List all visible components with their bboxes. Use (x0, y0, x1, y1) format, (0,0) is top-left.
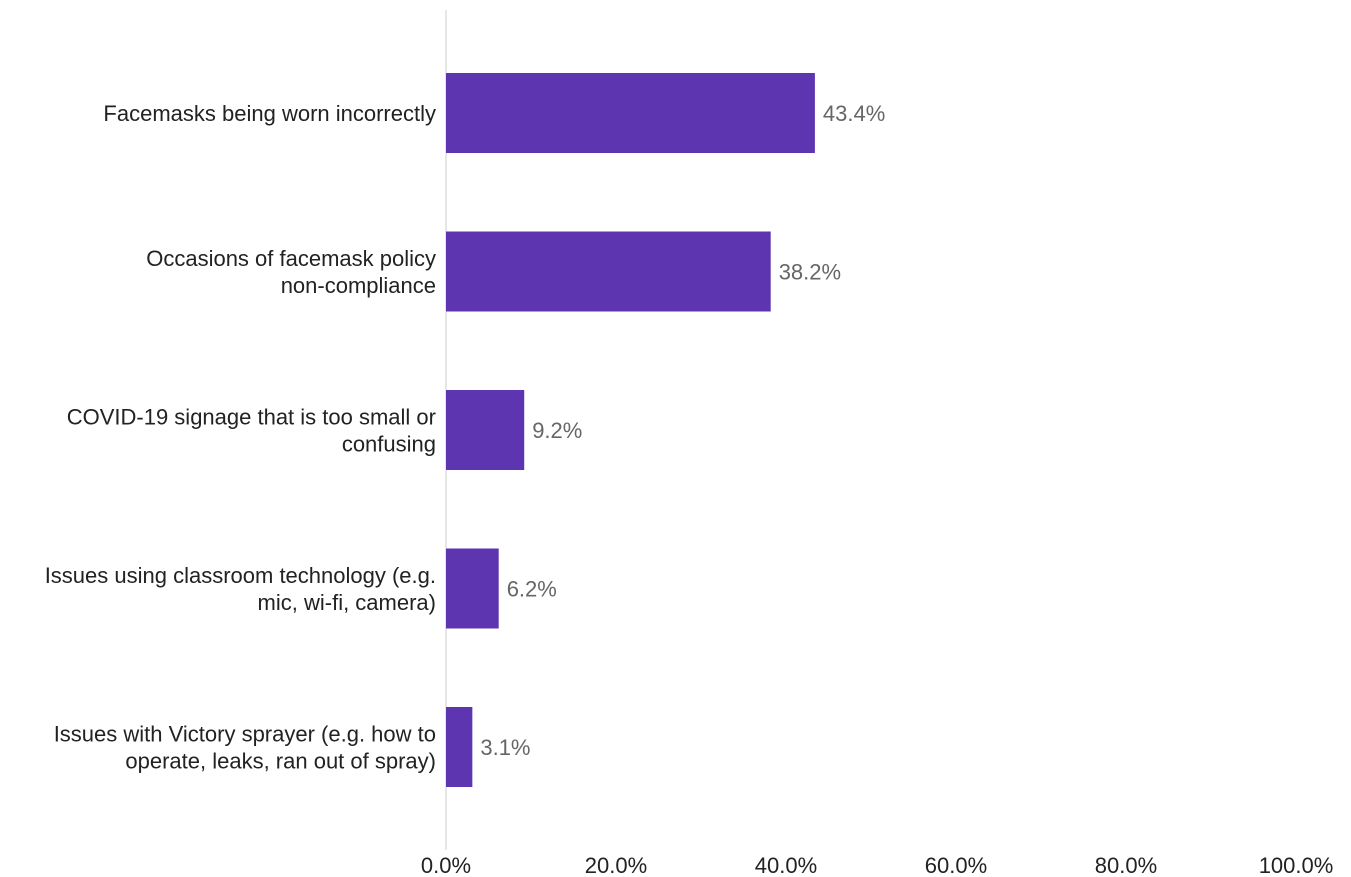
bars-group (446, 73, 815, 787)
category-label-line: confusing (342, 432, 436, 457)
category-label-line: non-compliance (281, 273, 436, 298)
x-tick-label: 60.0% (925, 853, 987, 877)
bar-value-label: 38.2% (779, 260, 841, 285)
category-label: Facemasks being worn incorrectly (103, 101, 436, 126)
category-label: Issues with Victory sprayer (e.g. how to… (54, 722, 436, 774)
x-tick-label: 100.0% (1259, 853, 1334, 877)
category-labels-group: Facemasks being worn incorrectly Occasion… (45, 101, 436, 774)
bar (446, 73, 815, 153)
category-label-line: Facemasks being worn incorrectly (103, 101, 436, 126)
category-label-line: mic, wi-fi, camera) (258, 590, 436, 615)
x-tick-label: 0.0% (421, 853, 471, 877)
x-tick-label: 40.0% (755, 853, 817, 877)
category-label-line: COVID-19 signage that is too small or (67, 405, 436, 430)
bar (446, 231, 771, 312)
bar-value-label: 43.4% (823, 101, 885, 126)
bar-value-label: 6.2% (507, 577, 557, 602)
category-label-line: Occasions of facemask policy (146, 246, 436, 271)
bar (446, 390, 525, 470)
x-tick-label: 80.0% (1095, 853, 1157, 877)
value-labels-group: 43.4% 38.2% 9.2% 6.2% 3.1% (480, 101, 885, 760)
bar-value-label: 9.2% (532, 418, 582, 443)
x-tick-labels-group: 0.0% 20.0% 40.0% 60.0% 80.0% 100.0% (421, 853, 1333, 877)
bar (446, 548, 499, 629)
category-label-line: Issues with Victory sprayer (e.g. how to (54, 722, 436, 747)
bar (446, 707, 473, 787)
x-tick-label: 20.0% (585, 853, 647, 877)
bar-value-label: 3.1% (480, 735, 530, 760)
category-label: Occasions of facemask policy non-complian… (146, 246, 436, 298)
category-label-line: operate, leaks, ran out of spray) (125, 749, 436, 774)
category-label-line: Issues using classroom technology (e.g. (45, 563, 436, 588)
category-label: COVID-19 signage that is too small or con… (67, 405, 436, 457)
category-label: Issues using classroom technology (e.g. m… (45, 563, 436, 615)
